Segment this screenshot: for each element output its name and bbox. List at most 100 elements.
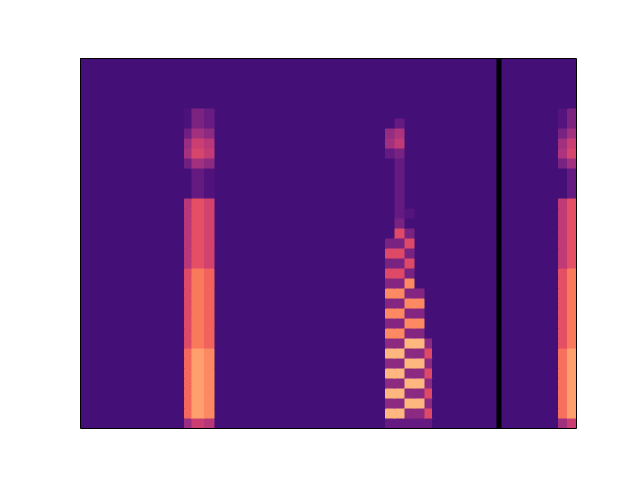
heatmap-cell bbox=[558, 128, 567, 138]
heatmap-cell bbox=[497, 158, 502, 168]
heatmap-cell bbox=[215, 118, 385, 128]
heatmap-cell bbox=[80, 258, 184, 268]
heatmap-cell bbox=[215, 288, 385, 298]
heatmap-cell bbox=[215, 228, 385, 238]
heatmap-cell bbox=[385, 108, 395, 118]
heatmap-cell bbox=[184, 178, 191, 188]
heatmap-cell bbox=[395, 268, 405, 278]
heatmap-cell bbox=[558, 328, 567, 338]
heatmap-cell bbox=[425, 258, 432, 268]
heatmap-cell bbox=[567, 238, 576, 248]
heatmap-cell bbox=[405, 318, 415, 328]
heatmap-cell bbox=[425, 198, 432, 208]
heatmap-cell bbox=[204, 188, 215, 198]
heatmap-cell bbox=[192, 118, 204, 128]
heatmap-cell bbox=[80, 368, 184, 378]
heatmap-cell bbox=[405, 398, 415, 408]
heatmap-cell bbox=[395, 378, 405, 388]
heatmap-cell bbox=[215, 378, 385, 388]
heatmap-cell bbox=[432, 258, 496, 268]
axis-line bbox=[81, 58, 577, 59]
heatmap-cell bbox=[567, 168, 576, 178]
heatmap-cell bbox=[558, 58, 567, 68]
heatmap-cell bbox=[192, 318, 204, 328]
heatmap-cell bbox=[497, 258, 502, 268]
heatmap-cell bbox=[385, 408, 395, 418]
heatmap-cell bbox=[432, 98, 496, 108]
background bbox=[0, 0, 640, 480]
heatmap-cell bbox=[395, 328, 405, 338]
heatmap-cell bbox=[204, 288, 215, 298]
heatmap-cell bbox=[558, 198, 567, 208]
heatmap-cell bbox=[567, 318, 576, 328]
heatmap-cell bbox=[502, 298, 559, 308]
heatmap-cell bbox=[395, 88, 405, 98]
heatmap-cell bbox=[405, 98, 415, 108]
heatmap-cell bbox=[425, 358, 432, 368]
heatmap-cell bbox=[204, 318, 215, 328]
heatmap-cell bbox=[558, 88, 567, 98]
heatmap-cell bbox=[385, 288, 395, 298]
heatmap-cell bbox=[415, 218, 425, 228]
heatmap-cell bbox=[567, 378, 576, 388]
heatmap-cell bbox=[405, 418, 415, 428]
heatmap-cell bbox=[415, 158, 425, 168]
heatmap-cell bbox=[395, 368, 405, 378]
heatmap-cell bbox=[415, 198, 425, 208]
heatmap-cell bbox=[425, 98, 432, 108]
heatmap-cell bbox=[558, 98, 567, 108]
heatmap-cell bbox=[405, 258, 415, 268]
heatmap-cell bbox=[432, 418, 496, 428]
heatmap-cell bbox=[502, 188, 559, 198]
heatmap-cell bbox=[215, 168, 385, 178]
heatmap-cell bbox=[385, 158, 395, 168]
heatmap-cell bbox=[432, 158, 496, 168]
heatmap-cell bbox=[425, 408, 432, 418]
heatmap-cell bbox=[184, 198, 191, 208]
heatmap-cell bbox=[497, 398, 502, 408]
heatmap-cell bbox=[204, 128, 215, 138]
heatmap-cell bbox=[204, 278, 215, 288]
heatmap-cell bbox=[567, 138, 576, 148]
heatmap-cell bbox=[502, 118, 559, 128]
heatmap-cell bbox=[567, 78, 576, 88]
heatmap-cell bbox=[405, 178, 415, 188]
heatmap-cell bbox=[80, 418, 184, 428]
heatmap-cell bbox=[184, 208, 191, 218]
heatmap-cell bbox=[395, 218, 405, 228]
heatmap-cell bbox=[192, 398, 204, 408]
heatmap-cell bbox=[558, 388, 567, 398]
heatmap-cell bbox=[497, 118, 502, 128]
heatmap-cell bbox=[497, 328, 502, 338]
heatmap-cell bbox=[567, 268, 576, 278]
heatmap-cell bbox=[405, 358, 415, 368]
heatmap-cell bbox=[80, 188, 184, 198]
heatmap-cell bbox=[502, 68, 559, 78]
heatmap-cell bbox=[415, 278, 425, 288]
heatmap-cell bbox=[204, 78, 215, 88]
heatmap-cell bbox=[395, 358, 405, 368]
heatmap-cell bbox=[558, 108, 567, 118]
heatmap-cell bbox=[192, 338, 204, 348]
heatmap-cell bbox=[385, 328, 395, 338]
heatmap-cell bbox=[385, 98, 395, 108]
heatmap-cell bbox=[558, 278, 567, 288]
heatmap-cell bbox=[184, 158, 191, 168]
heatmap-cell bbox=[184, 248, 191, 258]
heatmap-cell bbox=[204, 338, 215, 348]
heatmap-cell bbox=[497, 248, 502, 258]
heatmap-cell bbox=[395, 58, 405, 68]
heatmap-cell bbox=[215, 368, 385, 378]
heatmap-cell bbox=[80, 158, 184, 168]
heatmap-cell bbox=[432, 298, 496, 308]
heatmap-cell bbox=[558, 138, 567, 148]
heatmap-cell bbox=[497, 148, 502, 158]
heatmap-cell bbox=[192, 158, 204, 168]
heatmap-cell bbox=[192, 148, 204, 158]
heatmap-cell bbox=[432, 328, 496, 338]
heatmap-cell bbox=[415, 188, 425, 198]
heatmap-cell bbox=[497, 108, 502, 118]
heatmap-cell bbox=[558, 318, 567, 328]
heatmap-cell bbox=[405, 288, 415, 298]
heatmap-cell bbox=[385, 188, 395, 198]
